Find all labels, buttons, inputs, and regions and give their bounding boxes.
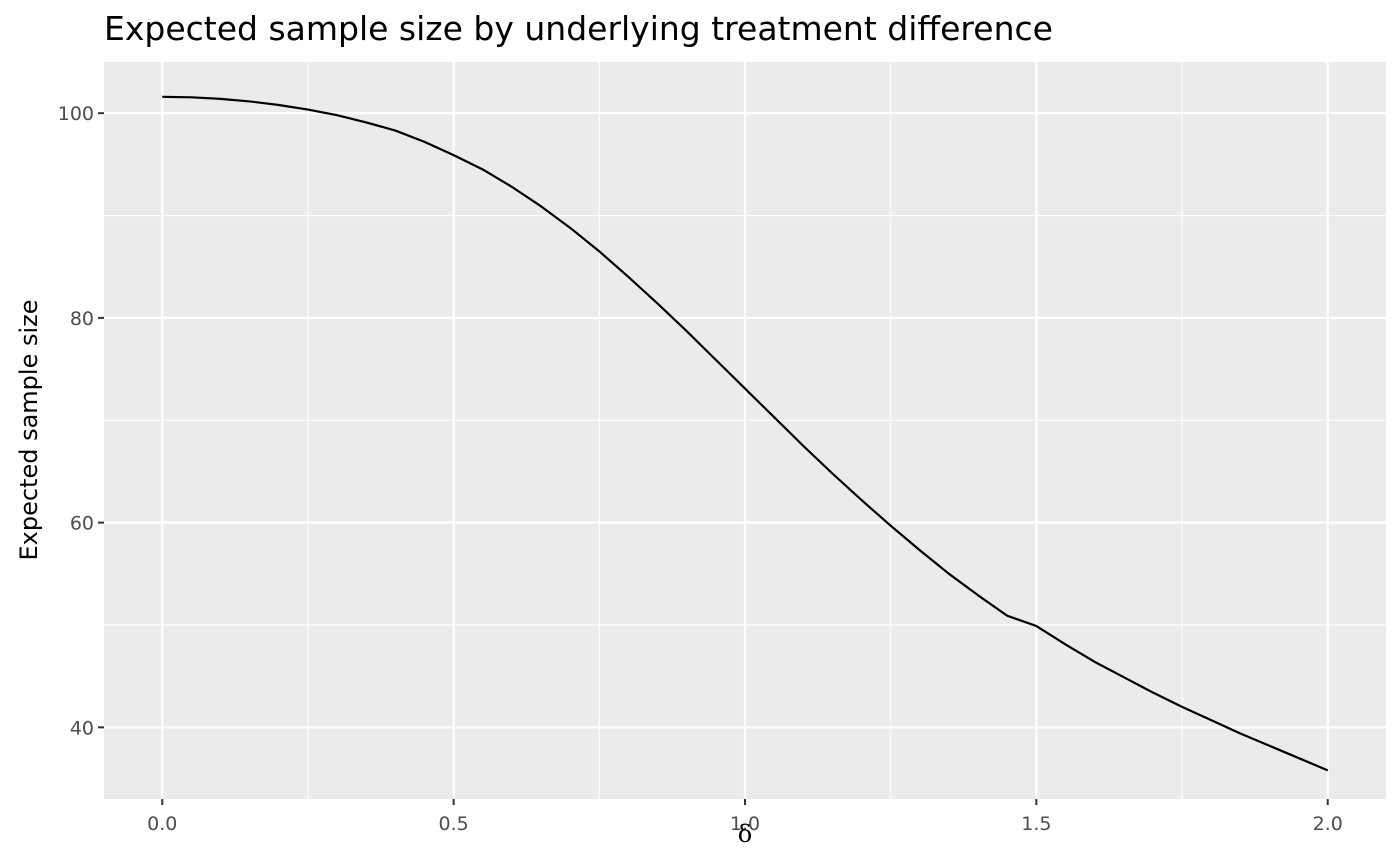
y-tick-label: 60: [70, 513, 94, 535]
chart-title: Expected sample size by underlying treat…: [104, 9, 1053, 48]
y-tick-label: 40: [70, 717, 94, 739]
y-tick-label: 80: [70, 308, 94, 330]
x-tick-label: 1.5: [1021, 813, 1051, 835]
y-axis-title: Expected sample size: [15, 299, 43, 560]
x-axis-title: δ: [738, 820, 752, 848]
x-tick-label: 0.5: [439, 813, 469, 835]
x-tick-label: 0.0: [147, 813, 177, 835]
x-tick-label: 2.0: [1313, 813, 1343, 835]
y-axis: 40 60 80 100: [58, 103, 104, 739]
y-tick-label: 100: [58, 103, 94, 125]
